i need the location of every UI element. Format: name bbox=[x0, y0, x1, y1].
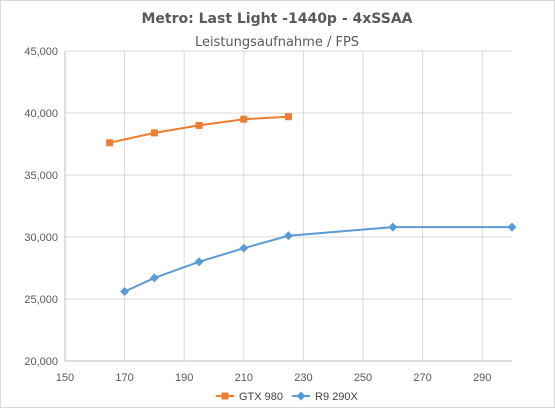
legend-item-gtx-980: GTX 980 bbox=[216, 391, 283, 403]
y-tick-label: 20,000 bbox=[24, 356, 58, 368]
legend-marker bbox=[296, 391, 306, 401]
legend-item-r9-290x: R9 290X bbox=[292, 391, 358, 403]
x-tick-label: 290 bbox=[473, 372, 491, 384]
legend-label: R9 290X bbox=[315, 391, 358, 403]
x-tick-label: 190 bbox=[175, 372, 193, 384]
data-point-gtx-980 bbox=[240, 115, 248, 123]
chart-subtitle: Leistungsaufnahme / FPS bbox=[195, 35, 359, 50]
x-tick-label: 210 bbox=[235, 372, 253, 384]
data-point-r9-290x bbox=[149, 273, 159, 283]
gridlines bbox=[65, 50, 512, 361]
data-point-gtx-980 bbox=[195, 121, 203, 129]
legend-label: GTX 980 bbox=[239, 391, 283, 403]
y-tick-label: 25,000 bbox=[24, 294, 58, 306]
data-point-r9-290x bbox=[388, 222, 398, 232]
series-lines bbox=[106, 113, 517, 297]
chart-title: Metro: Last Light -1440p - 4xSSAA bbox=[142, 11, 413, 27]
y-tick-label: 45,000 bbox=[24, 46, 58, 58]
x-tick-label: 270 bbox=[413, 372, 431, 384]
data-point-gtx-980 bbox=[106, 139, 114, 147]
y-tick-label: 40,000 bbox=[24, 108, 58, 120]
y-tick-label: 35,000 bbox=[24, 170, 58, 182]
legend: GTX 980 R9 290X bbox=[216, 391, 358, 403]
series-line-gtx-980 bbox=[109, 115, 289, 144]
data-point-r9-290x bbox=[239, 243, 249, 253]
data-point-gtx-980 bbox=[150, 129, 158, 137]
legend-marker bbox=[221, 392, 229, 400]
x-tick-label: 230 bbox=[294, 372, 312, 384]
data-point-r9-290x bbox=[507, 222, 517, 232]
data-point-r9-290x bbox=[284, 231, 293, 241]
y-tick-label: 30,000 bbox=[24, 232, 58, 244]
x-tick-label: 150 bbox=[56, 372, 74, 384]
x-tick-label: 250 bbox=[354, 372, 372, 384]
x-tick-label: 170 bbox=[115, 372, 133, 384]
data-point-gtx-980 bbox=[285, 113, 292, 121]
data-point-r9-290x bbox=[120, 287, 130, 297]
axes: 20,000 25,000 30,000 35,000 40,000 45,000 150 1… bbox=[24, 46, 512, 384]
data-point-r9-290x bbox=[194, 257, 204, 267]
